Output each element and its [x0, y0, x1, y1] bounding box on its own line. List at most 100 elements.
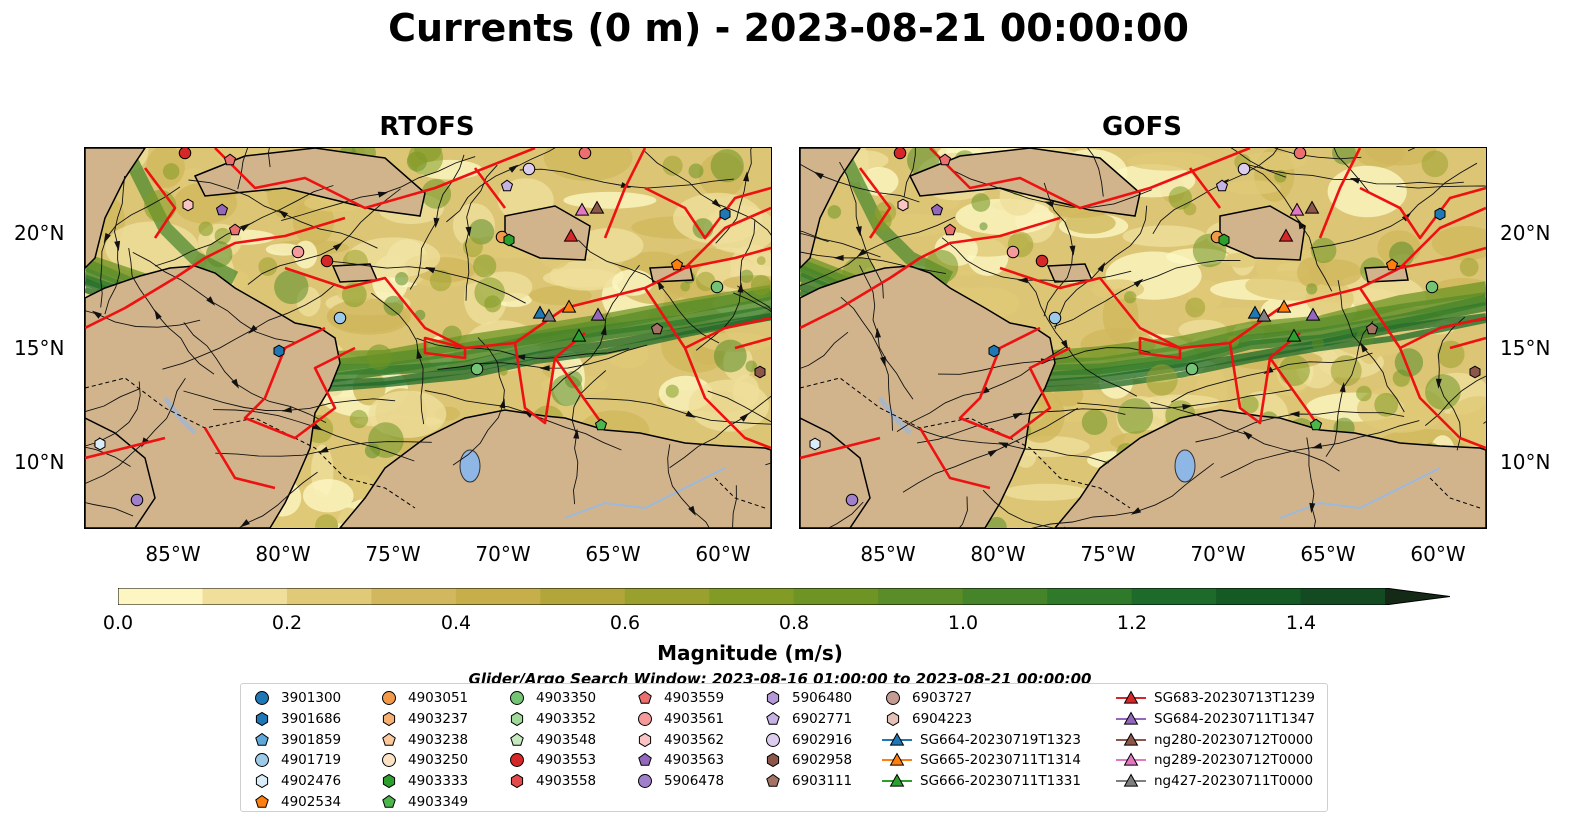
legend-marker-icon — [510, 753, 524, 768]
x-tick-label-60w-rtofs: 60°W — [695, 542, 751, 566]
legend-item: SG684-20230711T1347 — [1116, 709, 1315, 730]
legend-label: 3901300 — [281, 690, 342, 707]
legend-item: 6903111 — [762, 771, 852, 792]
legend-label: ng280-20230712T0000 — [1154, 731, 1314, 748]
legend-label: SG665-20230711T1314 — [920, 752, 1081, 769]
legend-label: SG684-20230711T1347 — [1154, 711, 1315, 728]
legend-marker-icon — [882, 732, 912, 746]
colorbar-segment — [1300, 588, 1386, 605]
legend-marker-icon — [255, 732, 269, 746]
legend-item: 4902476 — [251, 771, 341, 792]
y-tick-label-15n-right: 15°N — [1500, 336, 1551, 360]
x-tick-label-75w-gofs: 75°W — [1080, 542, 1136, 566]
colorbar-segment — [1216, 588, 1302, 605]
legend-label: SG683-20230713T1239 — [1154, 690, 1315, 707]
legend-item: ng427-20230711T0000 — [1116, 771, 1315, 792]
y-tick-label-10n-right: 10°N — [1500, 450, 1551, 474]
legend-item: 5906478 — [634, 771, 724, 792]
legend-item: 4903548 — [506, 729, 596, 750]
legend-label: 6903727 — [912, 690, 973, 707]
legend-label: 4903352 — [536, 711, 597, 728]
legend-label: 6904223 — [912, 711, 973, 728]
legend-marker-icon — [638, 691, 652, 705]
legend-column: 4903350 4903352 4903548 4903553 4903558 — [506, 688, 596, 791]
legend-item: 4903563 — [634, 750, 724, 771]
legend-marker-icon — [382, 774, 396, 789]
legend-marker-icon — [1116, 711, 1146, 725]
legend-item: 6904223 — [882, 709, 1081, 730]
legend-column: 6903727 6904223 SG664-20230719T1323 SG665-2… — [882, 688, 1081, 791]
colorbar — [117, 587, 1451, 606]
colorbar-segment — [540, 588, 626, 605]
legend-item: 4902534 — [251, 791, 341, 812]
legend-item: 4903250 — [378, 750, 468, 771]
colorbar-tick-4: 0.8 — [778, 612, 810, 634]
colorbar-segment — [286, 588, 372, 605]
colorbar-segment — [793, 588, 879, 605]
colorbar-label: Magnitude (m/s) — [657, 641, 843, 665]
legend-label: ng427-20230711T0000 — [1154, 773, 1314, 790]
legend-item: 4903562 — [634, 729, 724, 750]
legend-label: 3901859 — [281, 731, 342, 748]
legend-label: 4902534 — [281, 793, 342, 810]
legend-item: 6902958 — [762, 750, 852, 771]
legend-label: 6902916 — [792, 731, 853, 748]
x-tick-label-60w-gofs: 60°W — [1410, 542, 1466, 566]
colorbar-tick-2: 0.4 — [440, 612, 472, 634]
legend-column: 3901300 3901686 3901859 4901719 4902476 49025… — [251, 688, 341, 812]
legend-marker-icon — [882, 752, 912, 767]
colorbar-segment — [371, 588, 457, 605]
legend-item: 4903352 — [506, 709, 596, 730]
legend-label: 4903238 — [408, 731, 469, 748]
x-tick-label-65w-gofs: 65°W — [1300, 542, 1356, 566]
legend-label: 4903349 — [408, 793, 469, 810]
legend-label: 4903237 — [408, 711, 469, 728]
legend-item: 4903237 — [378, 709, 468, 730]
legend-column: SG683-20230713T1239 SG684-20230711T1347 ng… — [1116, 688, 1315, 791]
legend-marker-icon — [886, 711, 900, 727]
x-tick-label-70w-rtofs: 70°W — [475, 542, 531, 566]
legend-label: SG666-20230711T1331 — [920, 773, 1081, 790]
figure-title: Currents (0 m) - 2023-08-21 00:00:00 — [388, 6, 1189, 50]
legend-marker-icon — [638, 712, 652, 727]
legend-column: 4903559 4903561 4903562 4903563 5906478 — [634, 688, 724, 791]
legend-item: 4903350 — [506, 688, 596, 709]
colorbar-tick-0: 0.0 — [102, 612, 134, 634]
legend-label: 4903350 — [536, 690, 597, 707]
legend-label: 3901686 — [281, 711, 342, 728]
legend-label: 6902771 — [792, 711, 853, 728]
legend-item: 6902771 — [762, 709, 852, 730]
colorbar-segment — [709, 588, 795, 605]
colorbar-tick-3: 0.6 — [609, 612, 641, 634]
gofs-current-map — [799, 147, 1487, 529]
legend-item: 4903238 — [378, 729, 468, 750]
legend-item: 4903553 — [506, 750, 596, 771]
legend-marker-icon — [882, 773, 912, 787]
legend-label: 6903111 — [792, 773, 853, 790]
colorbar-segment — [118, 588, 204, 605]
legend-item: SG665-20230711T1314 — [882, 750, 1081, 771]
rtofs-current-map — [84, 147, 772, 529]
x-tick-label-70w-gofs: 70°W — [1190, 542, 1246, 566]
legend-marker-icon — [886, 691, 900, 706]
legend-label: 4903563 — [664, 752, 725, 769]
legend-marker-icon — [382, 691, 396, 706]
y-tick-label-20n-left: 20°N — [14, 221, 65, 245]
x-tick-label-65w-rtofs: 65°W — [585, 542, 641, 566]
x-tick-label-85w-gofs: 85°W — [860, 542, 916, 566]
legend-label: 4901719 — [281, 752, 342, 769]
legend-item: SG666-20230711T1331 — [882, 771, 1081, 792]
legend-marker-icon — [255, 774, 269, 789]
legend-marker-icon — [638, 774, 652, 789]
colorbar-segment — [1131, 588, 1217, 605]
legend-marker-icon — [510, 691, 524, 706]
legend-label: 5906480 — [792, 690, 853, 707]
legend-marker-icon — [1116, 773, 1146, 787]
panel-title-rtofs: RTOFS — [379, 112, 475, 142]
colorbar-tick-6: 1.2 — [1116, 612, 1148, 634]
legend-marker-icon — [382, 794, 396, 808]
legend-item: 4903333 — [378, 771, 468, 792]
y-tick-label-15n-left: 15°N — [14, 336, 65, 360]
colorbar-segment — [624, 588, 710, 605]
legend: 3901300 3901686 3901859 4901719 4902476 49025… — [240, 683, 1328, 812]
